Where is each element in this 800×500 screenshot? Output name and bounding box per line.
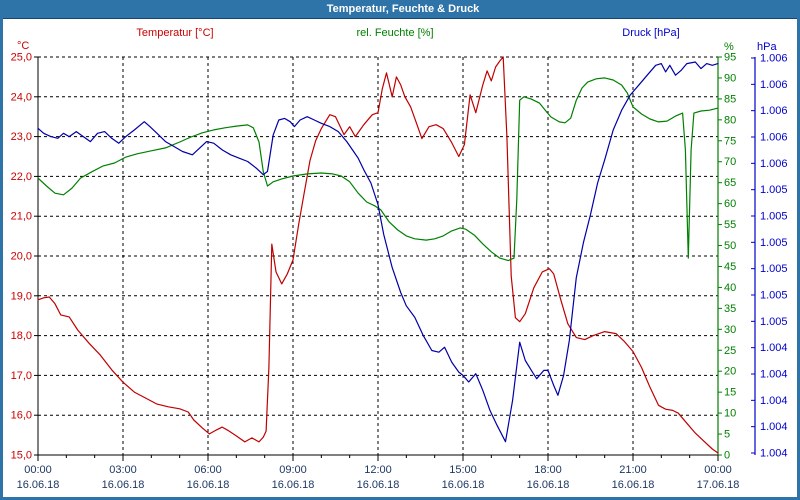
temperature-tick-label: 16,0	[11, 410, 32, 422]
date-tick-label: 16.06.18	[272, 479, 315, 491]
humidity-tick-label: 35	[724, 303, 736, 315]
humidity-axis-unit: %	[724, 41, 734, 53]
pressure-tick-label: 1.005	[760, 290, 788, 302]
temperature-series-label: Temperatur [°C]	[136, 27, 214, 39]
humidity-tick-label: 55	[724, 219, 736, 231]
humidity-tick-label: 30	[724, 324, 736, 336]
temperature-tick-label: 21,0	[11, 211, 32, 223]
pressure-tick-label: 1.006	[760, 105, 788, 117]
humidity-tick-label: 80	[724, 114, 736, 126]
date-tick-label: 16.06.18	[187, 479, 230, 491]
pressure-tick-label: 1.005	[760, 211, 788, 223]
date-tick-label: 16.06.18	[357, 479, 400, 491]
window-title: Temperatur, Feuchte & Druck	[326, 3, 480, 15]
time-tick-label: 09:00	[279, 464, 307, 476]
humidity-tick-label: 75	[724, 135, 736, 147]
temperature-tick-label: 17,0	[11, 370, 32, 382]
pressure-tick-label: 1.005	[760, 184, 788, 196]
date-tick-label: 16.06.18	[527, 479, 570, 491]
humidity-tick-label: 60	[724, 198, 736, 210]
pressure-curve	[37, 61, 719, 443]
temperature-tick-label: 19,0	[11, 290, 32, 302]
pressure-tick-label: 1.004	[760, 395, 788, 407]
time-tick-label: 15:00	[449, 464, 477, 476]
humidity-tick-label: 70	[724, 156, 736, 168]
humidity-series-label: rel. Feuchte [%]	[356, 27, 434, 39]
time-tick-label: 00:00	[704, 464, 732, 476]
pressure-axis-unit: hPa	[757, 41, 777, 53]
temperature-tick-label: 15,0	[11, 450, 32, 462]
date-tick-label: 17.06.18	[697, 479, 740, 491]
time-tick-label: 21:00	[619, 464, 647, 476]
time-tick-label: 03:00	[109, 464, 137, 476]
temperature-tick-label: 18,0	[11, 330, 32, 342]
humidity-tick-label: 90	[724, 72, 736, 84]
humidity-tick-label: 20	[724, 366, 736, 378]
pressure-tick-label: 1.005	[760, 237, 788, 249]
temperature-tick-label: 24,0	[11, 91, 32, 103]
humidity-tick-label: 15	[724, 387, 736, 399]
temperature-curve	[37, 56, 719, 454]
pressure-tick-label: 1.005	[760, 263, 788, 275]
temperature-tick-label: 22,0	[11, 171, 32, 183]
pressure-tick-label: 1.006	[760, 132, 788, 144]
temperature-tick-label: 20,0	[11, 251, 32, 263]
pressure-series-label: Druck [hPa]	[622, 27, 680, 39]
pressure-tick-label: 1.006	[760, 53, 788, 65]
humidity-tick-label: 50	[724, 240, 736, 252]
pressure-tick-label: 1.004	[760, 342, 788, 354]
date-tick-label: 16.06.18	[442, 479, 485, 491]
time-tick-label: 12:00	[364, 464, 392, 476]
window-titlebar: Temperatur, Feuchte & Druck	[3, 3, 797, 19]
time-tick-label: 18:00	[534, 464, 562, 476]
humidity-tick-label: 85	[724, 93, 736, 105]
temperature-tick-label: 23,0	[11, 131, 32, 143]
time-tick-label: 00:00	[24, 464, 52, 476]
time-tick-label: 06:00	[194, 464, 222, 476]
humidity-curve	[37, 77, 719, 262]
humidity-tick-label: 5	[724, 429, 730, 441]
pressure-tick-label: 1.004	[760, 369, 788, 381]
humidity-tick-label: 95	[724, 52, 736, 64]
humidity-tick-label: 45	[724, 261, 736, 273]
temperature-axis-unit: °C	[17, 40, 30, 52]
pressure-tick-label: 1.004	[760, 421, 788, 433]
humidity-tick-label: 65	[724, 177, 736, 189]
humidity-tick-label: 40	[724, 282, 736, 294]
humidity-tick-label: 25	[724, 345, 736, 357]
humidity-tick-label: 10	[724, 408, 736, 420]
temperature-tick-label: 25,0	[11, 52, 32, 64]
pressure-tick-label: 1.005	[760, 316, 788, 328]
pressure-tick-label: 1.006	[760, 158, 788, 170]
humidity-tick-label: 0	[724, 450, 730, 462]
date-tick-label: 16.06.18	[102, 479, 145, 491]
pressure-tick-label: 1.004	[760, 448, 788, 460]
date-tick-label: 16.06.18	[612, 479, 655, 491]
date-tick-label: 16.06.18	[17, 479, 60, 491]
pressure-tick-label: 1.006	[760, 79, 788, 91]
